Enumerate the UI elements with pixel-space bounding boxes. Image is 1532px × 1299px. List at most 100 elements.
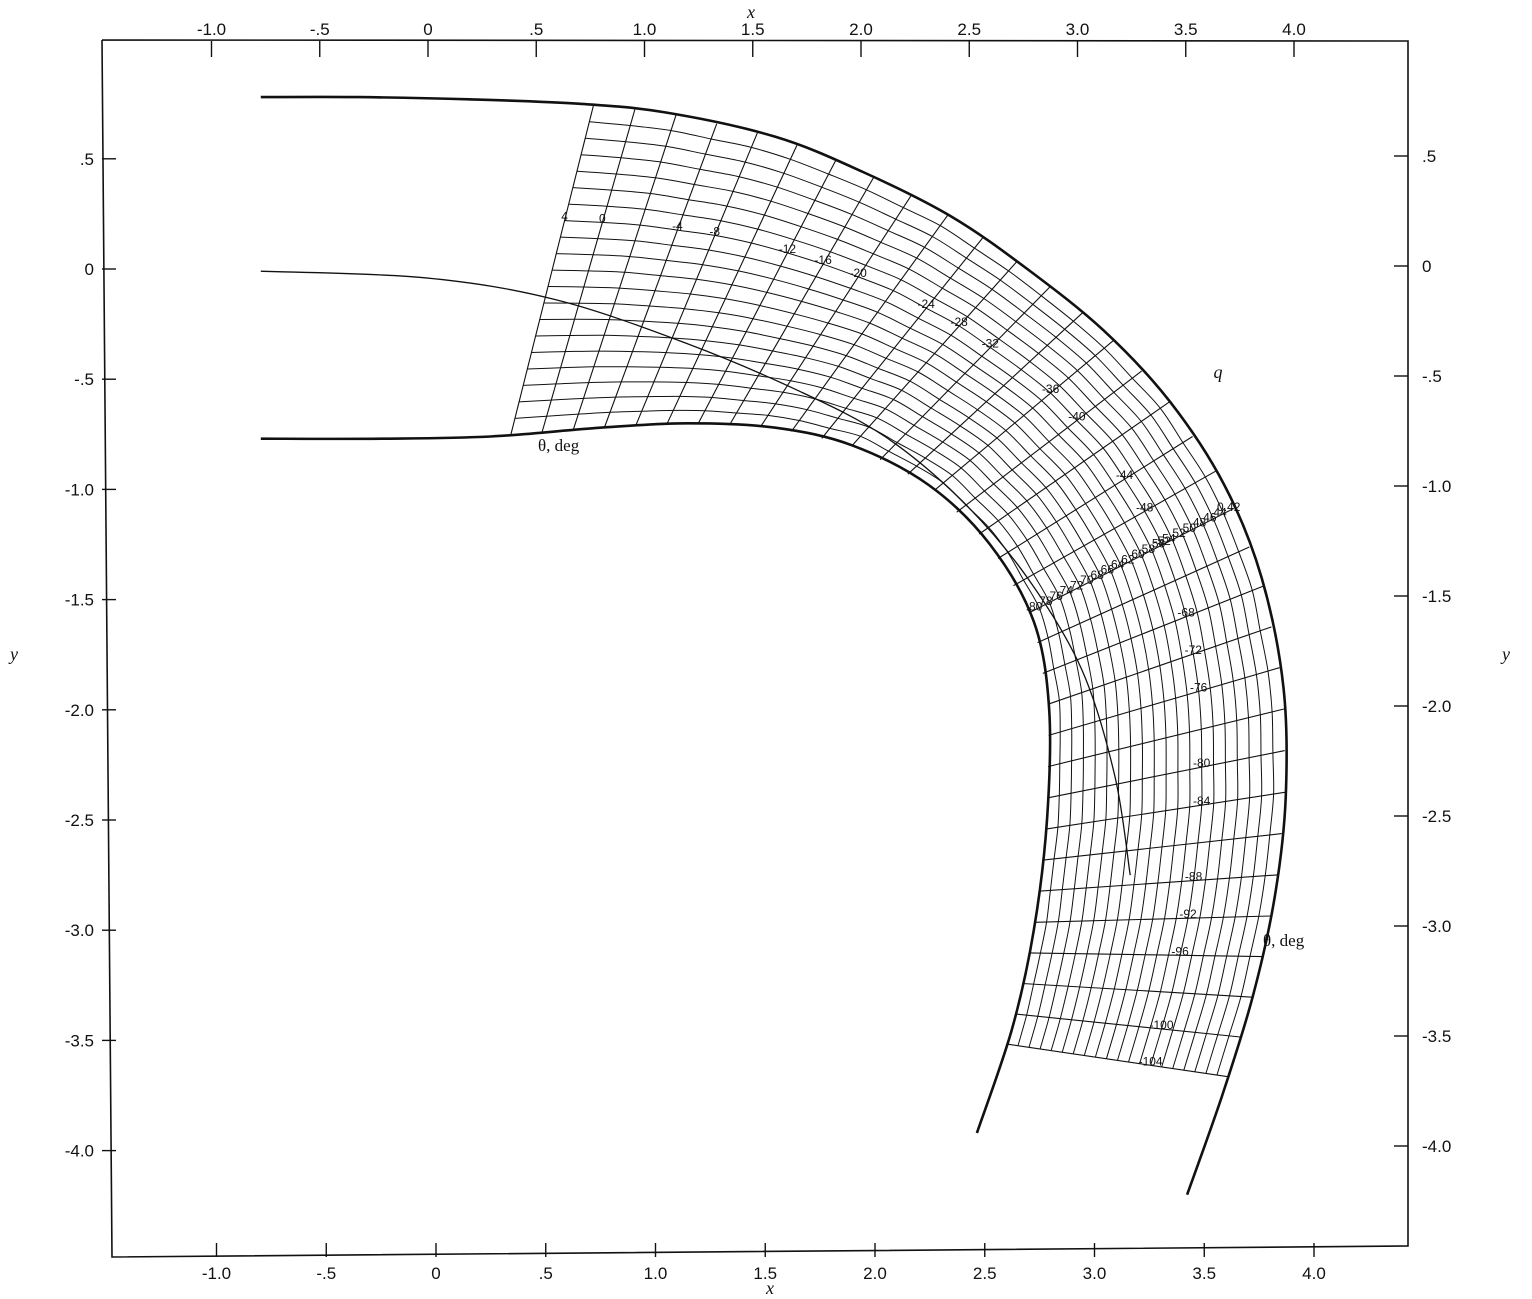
theta-value-label: -16 — [814, 253, 832, 267]
right-tick-label: -.5 — [1422, 367, 1442, 386]
bottom-tick-label: 0 — [431, 1264, 440, 1283]
right-y-axis-title: y — [1500, 644, 1510, 664]
theta-value-label: -20 — [850, 266, 868, 280]
speed-value-label: .78 — [1036, 594, 1053, 608]
speed-contour-curve — [564, 220, 1203, 1066]
inner-boundary-curve — [260, 421, 1052, 1134]
theta-value-label: -84 — [1193, 794, 1211, 808]
speed-value-label: .80 — [1026, 599, 1043, 613]
bottom-tick-label: 3.5 — [1192, 1264, 1216, 1283]
theta-annotation-lower: θ, deg — [1263, 931, 1305, 950]
theta-value-label: -40 — [1068, 410, 1086, 424]
speed-contour-curve — [543, 302, 1143, 1058]
curve-layer — [260, 95, 1288, 1196]
speed-contour-curve — [581, 154, 1251, 1072]
speed-value-label: .50 — [1179, 521, 1196, 535]
speed-value-label: .58 — [1138, 542, 1155, 556]
speed-value-label: 0.42 — [1217, 500, 1241, 514]
theta-value-label: -24 — [918, 297, 936, 311]
theta-value-label: -48 — [1136, 500, 1154, 514]
theta-value-label: -80 — [1193, 756, 1211, 770]
bottom-tick-label: 2.0 — [863, 1264, 887, 1283]
theta-value-label: -12 — [779, 242, 797, 256]
speed-contour-curve — [589, 121, 1275, 1076]
speed-contour-curve — [572, 187, 1227, 1069]
speed-contour-curve — [523, 381, 1084, 1050]
bottom-tick-label: .5 — [539, 1264, 553, 1283]
theta-value-label: -96 — [1171, 944, 1189, 958]
plot-frame — [101, 39, 1409, 1258]
speed-contour-curve — [514, 409, 1061, 1046]
top-x-axis-title: x — [746, 2, 755, 22]
left-tick-label: -4.0 — [65, 1142, 94, 1161]
theta-annotation-upper: θ, deg — [538, 436, 580, 455]
theta-value-label: -88 — [1185, 870, 1203, 884]
centre-streamline-curve — [260, 270, 1131, 876]
theta-contour-line — [510, 105, 595, 436]
theta-value-label: -36 — [1042, 382, 1060, 396]
theta-value-label: -68 — [1177, 606, 1195, 620]
speed-contour-curve — [531, 350, 1108, 1053]
speed-contour-curve — [568, 203, 1215, 1068]
right-tick-label: -1.5 — [1422, 587, 1451, 606]
bottom-tick-label: 1.5 — [753, 1264, 777, 1283]
right-tick-label: -2.5 — [1422, 807, 1451, 826]
bottom-tick-label: 2.5 — [973, 1264, 997, 1283]
theta-value-label: 4 — [561, 210, 568, 224]
left-tick-label: -3.5 — [65, 1031, 94, 1050]
speed-contour-curve — [560, 236, 1191, 1064]
speed-contour-curve — [535, 334, 1120, 1055]
speed-contour-curve — [519, 395, 1073, 1048]
outer-boundary-curve — [260, 95, 1288, 1196]
speed-value-label: .44 — [1210, 505, 1227, 519]
top-tick-label: 2.5 — [957, 20, 981, 39]
right-tick-label: -3.5 — [1422, 1027, 1451, 1046]
theta-value-label: 0 — [599, 211, 606, 225]
left-tick-label: 0 — [85, 260, 94, 279]
top-tick-label: 4.0 — [1282, 20, 1306, 39]
top-tick-label: 0 — [423, 20, 432, 39]
theta-value-label: -8 — [709, 224, 720, 238]
speed-value-label: .56 — [1149, 537, 1166, 551]
speed-value-label: .62 — [1118, 552, 1135, 566]
speed-value-label: .48 — [1190, 516, 1207, 530]
speed-contour-curve — [552, 269, 1167, 1061]
q-annotation: q — [1214, 362, 1223, 382]
speed-contour-curve — [547, 286, 1155, 1059]
left-tick-label: .5 — [80, 150, 94, 169]
top-tick-label: 3.0 — [1066, 20, 1090, 39]
left-tick-label: -3.0 — [65, 921, 94, 940]
speed-contour-curve — [576, 170, 1239, 1071]
top-tick-label: 1.5 — [741, 20, 765, 39]
speed-value-label: .70 — [1077, 573, 1094, 587]
bottom-tick-label: 3.0 — [1083, 1264, 1107, 1283]
speed-value-label: .68 — [1087, 568, 1104, 582]
left-tick-label: -1.0 — [65, 480, 94, 499]
theta-contour-line — [1006, 1043, 1229, 1078]
speed-value-label: .74 — [1056, 584, 1073, 598]
theta-value-label: -72 — [1185, 643, 1203, 657]
theta-value-label: -28 — [951, 315, 969, 329]
speed-contour-curve — [527, 366, 1096, 1051]
top-tick-label: 2.0 — [849, 20, 873, 39]
right-tick-label: -4.0 — [1422, 1137, 1451, 1156]
speed-contour-curve — [556, 253, 1179, 1063]
top-tick-label: -.5 — [310, 20, 330, 39]
right-tick-label: -1.0 — [1422, 477, 1451, 496]
right-tick-label: -3.0 — [1422, 917, 1451, 936]
speed-value-label: .46 — [1200, 511, 1217, 525]
top-tick-label: .5 — [529, 20, 543, 39]
theta-value-label: -32 — [982, 337, 1000, 351]
label-layer: 4 0 -4 -8 -12 -16 -20 -24 -28 -32 -36 -40 -44 -48 -52 -… — [561, 210, 1240, 1069]
left-tick-label: -.5 — [74, 370, 94, 389]
speed-value-label: .72 — [1067, 578, 1084, 592]
top-tick-label: 1.0 — [633, 20, 657, 39]
speed-contour-curve — [539, 318, 1132, 1056]
speed-value-label: .52 — [1169, 526, 1186, 540]
speed-value-label: .64 — [1108, 558, 1125, 572]
left-tick-label: -2.0 — [65, 701, 94, 720]
right-tick-label: -2.0 — [1422, 697, 1451, 716]
theta-value-label: -44 — [1116, 468, 1134, 482]
left-tick-label: -1.5 — [65, 591, 94, 610]
